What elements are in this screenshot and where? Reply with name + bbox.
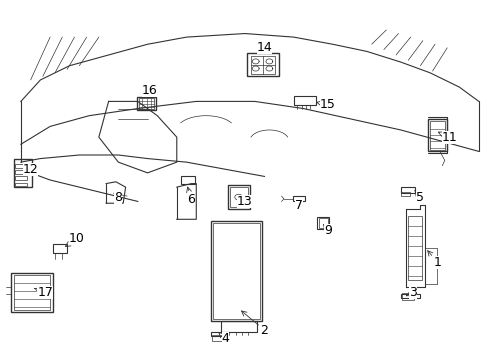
- Bar: [212, 336, 225, 341]
- Text: 11: 11: [439, 131, 458, 144]
- Bar: [11, 273, 52, 312]
- Bar: [220, 321, 257, 332]
- Bar: [181, 176, 196, 184]
- Bar: [251, 56, 275, 74]
- Bar: [15, 164, 27, 168]
- Text: 13: 13: [237, 195, 253, 208]
- Bar: [15, 170, 27, 174]
- Bar: [294, 96, 316, 105]
- Bar: [15, 176, 27, 180]
- Text: 12: 12: [23, 163, 39, 176]
- Bar: [428, 119, 447, 152]
- Bar: [211, 332, 228, 337]
- Bar: [430, 121, 445, 150]
- Bar: [401, 187, 415, 193]
- Bar: [228, 185, 250, 208]
- Bar: [230, 187, 248, 207]
- Bar: [15, 183, 27, 186]
- Text: 8: 8: [114, 192, 122, 204]
- Text: 7: 7: [294, 198, 303, 212]
- Bar: [293, 196, 305, 202]
- Text: 14: 14: [257, 41, 272, 54]
- Text: 4: 4: [219, 333, 229, 346]
- Text: 2: 2: [242, 311, 269, 337]
- Text: 9: 9: [323, 224, 332, 237]
- Bar: [318, 218, 328, 228]
- Bar: [14, 158, 32, 187]
- Bar: [211, 221, 262, 321]
- Bar: [137, 97, 156, 111]
- Bar: [213, 223, 260, 319]
- Bar: [402, 293, 414, 300]
- Text: 5: 5: [415, 190, 424, 204]
- Text: 15: 15: [317, 99, 336, 112]
- Bar: [52, 244, 67, 253]
- Text: 17: 17: [35, 286, 53, 299]
- Bar: [401, 192, 410, 196]
- Text: 10: 10: [65, 233, 85, 247]
- Bar: [14, 275, 50, 310]
- Bar: [247, 53, 279, 76]
- Text: 16: 16: [142, 84, 158, 97]
- Text: 6: 6: [187, 187, 196, 206]
- Bar: [317, 217, 329, 229]
- Bar: [401, 294, 420, 298]
- Bar: [139, 98, 154, 109]
- Bar: [408, 216, 422, 280]
- Text: 1: 1: [428, 251, 441, 269]
- Text: 3: 3: [406, 286, 417, 299]
